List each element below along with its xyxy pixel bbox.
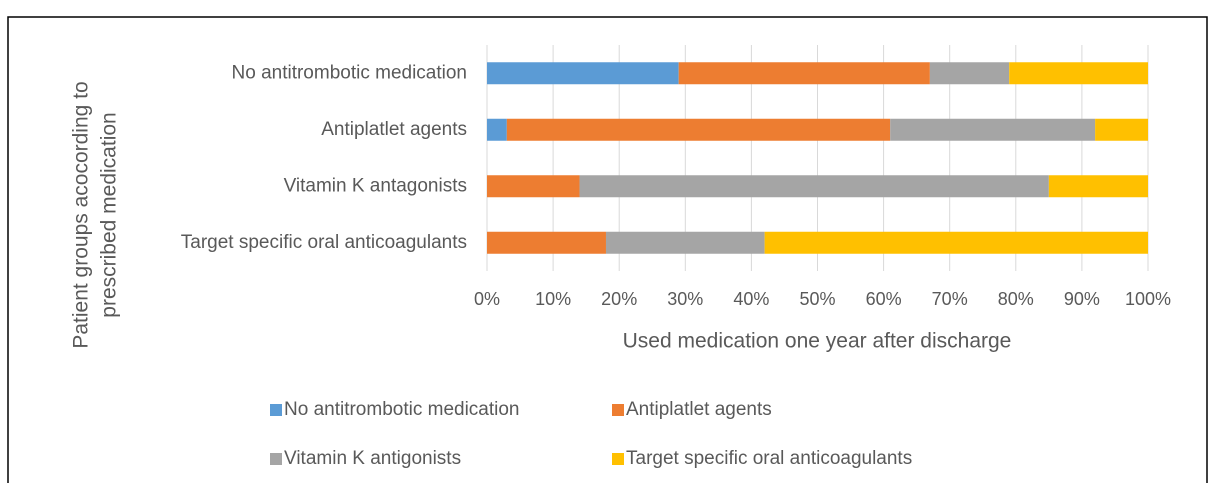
x-tick-label: 90% xyxy=(1064,289,1100,309)
bar-segment xyxy=(579,175,1049,198)
bar-segment xyxy=(605,231,765,254)
y-tick-label: Antiplatlet agents xyxy=(321,119,467,140)
bar-segment xyxy=(890,118,1096,141)
bar-segment xyxy=(487,231,606,254)
y-axis-title-line: Patient groups acocording to xyxy=(70,81,93,348)
bar-segment xyxy=(487,175,580,198)
bar-segment xyxy=(764,231,1148,254)
x-tick-label: 70% xyxy=(932,289,968,309)
y-tick-label: Vitamin K antagonists xyxy=(284,175,467,196)
x-tick-label: 100% xyxy=(1125,289,1171,309)
y-tick-label: Target specific oral anticoagulants xyxy=(181,232,467,253)
x-tick-label: 40% xyxy=(733,289,769,309)
x-tick-label: 10% xyxy=(535,289,571,309)
bar-segment xyxy=(929,62,1010,85)
bar-segment xyxy=(1048,175,1148,198)
legend-label: Antiplatlet agents xyxy=(626,399,772,420)
x-tick-label: 30% xyxy=(667,289,703,309)
legend-label: Target specific oral anticoagulants xyxy=(626,448,912,469)
bar-segment xyxy=(678,62,930,85)
x-tick-label: 50% xyxy=(799,289,835,309)
x-tick-label: 60% xyxy=(866,289,902,309)
legend-label: Vitamin K antigonists xyxy=(284,448,461,469)
legend-label: No antitrombotic medication xyxy=(284,399,520,420)
x-tick-label: 0% xyxy=(474,289,500,309)
legend-swatch xyxy=(612,453,624,465)
bar-segment xyxy=(487,118,507,141)
legend-swatch xyxy=(270,453,282,465)
legend-swatch xyxy=(612,404,624,416)
x-tick-label: 80% xyxy=(998,289,1034,309)
bar-segment xyxy=(506,118,891,141)
y-tick-label: No antitrombotic medication xyxy=(232,62,468,83)
bar-segment xyxy=(487,62,679,85)
x-axis-title: Used medication one year after discharge xyxy=(623,330,1012,353)
y-axis-title-line: prescribed medication xyxy=(98,112,121,317)
frame xyxy=(7,16,1208,483)
bar-segment xyxy=(1009,62,1148,85)
bar-segment xyxy=(1095,118,1148,141)
x-tick-label: 20% xyxy=(601,289,637,309)
y-axis-title: Patient groups acocording to prescribed … xyxy=(70,81,121,348)
legend-swatch xyxy=(270,404,282,416)
